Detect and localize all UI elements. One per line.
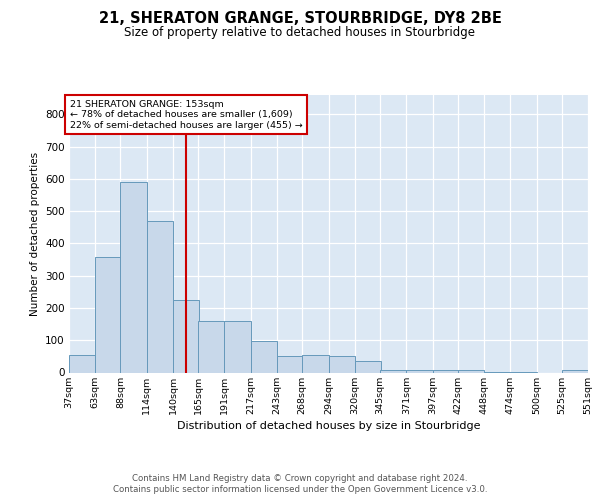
Bar [380, 370, 406, 372]
Bar [198, 321, 224, 372]
Bar [147, 222, 173, 372]
Bar [562, 370, 588, 372]
Text: Size of property relative to detached houses in Stourbridge: Size of property relative to detached ho… [125, 26, 476, 39]
Y-axis label: Number of detached properties: Number of detached properties [29, 152, 40, 316]
X-axis label: Distribution of detached houses by size in Stourbridge: Distribution of detached houses by size … [177, 420, 480, 430]
Bar [224, 321, 251, 372]
Bar [95, 257, 122, 372]
Bar [302, 355, 329, 372]
Bar [355, 361, 381, 372]
Bar [329, 356, 355, 372]
Bar [433, 370, 459, 372]
Bar [173, 300, 199, 372]
Text: 21, SHERATON GRANGE, STOURBRIDGE, DY8 2BE: 21, SHERATON GRANGE, STOURBRIDGE, DY8 2B… [98, 11, 502, 26]
Text: 21 SHERATON GRANGE: 153sqm
← 78% of detached houses are smaller (1,609)
22% of s: 21 SHERATON GRANGE: 153sqm ← 78% of deta… [70, 100, 303, 130]
Bar [406, 370, 433, 372]
Bar [69, 355, 95, 372]
Bar [277, 356, 303, 372]
Bar [458, 370, 484, 372]
Bar [121, 182, 147, 372]
Bar [251, 341, 277, 372]
Text: Contains HM Land Registry data © Crown copyright and database right 2024.
Contai: Contains HM Land Registry data © Crown c… [113, 474, 487, 494]
